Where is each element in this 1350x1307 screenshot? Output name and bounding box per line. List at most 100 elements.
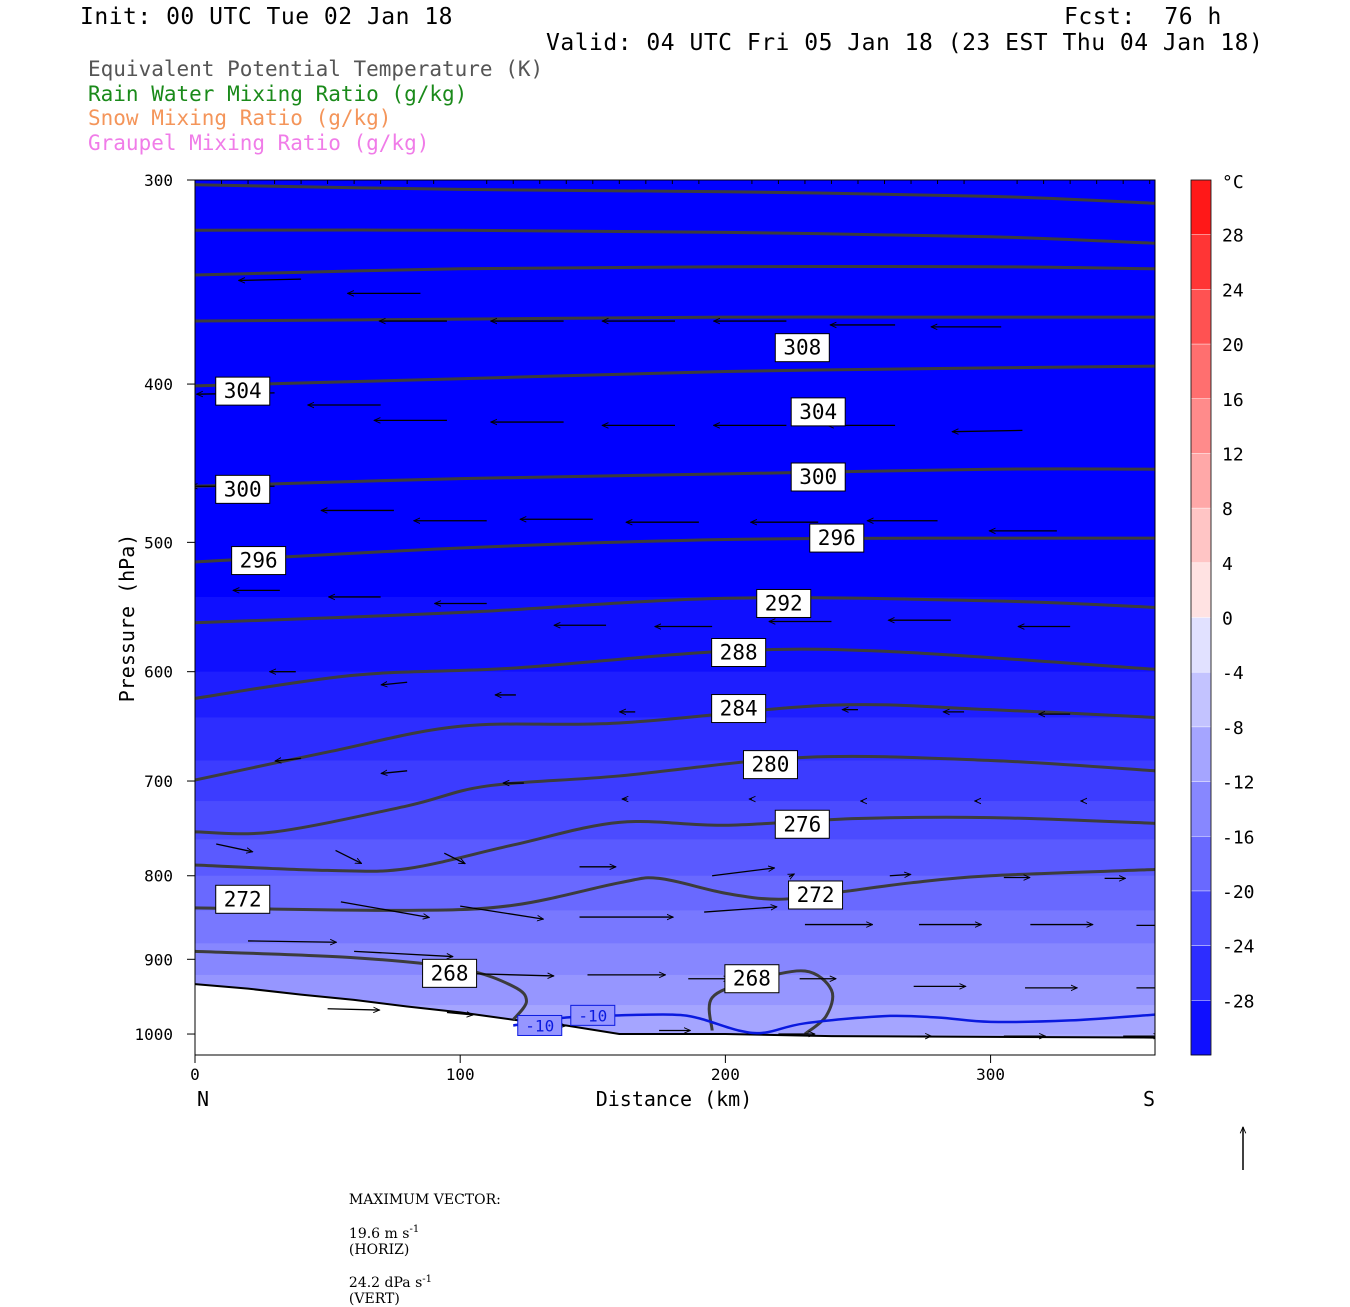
contour-label-box [774,809,830,839]
wind-vector [275,758,302,761]
colorbar-tick-label: 20 [1222,335,1244,356]
temperature-band [195,596,1155,673]
contour-label-296: 296 [818,526,856,550]
wind-vector [335,849,362,865]
contour-label-box [790,462,846,492]
colorbar-segment [1190,726,1212,783]
isotherm-label-box [570,1004,616,1026]
contour-label-304: 304 [799,400,837,424]
x-tick-label: 0 [190,1065,200,1084]
colorbar-tick-label: -8 [1222,718,1244,739]
wind-vector [216,843,252,852]
contour-label-box [790,397,846,427]
wind-vector [354,950,453,956]
contour-label-268: 268 [431,961,469,985]
wind-vector [704,907,777,913]
max-vert-tag: (VERT) [348,1291,400,1307]
contour-label-292: 292 [765,591,803,615]
y-tick-label: 300 [144,171,173,190]
colorbar-tick-label: -16 [1222,827,1255,848]
wind-vector [889,874,911,875]
y-tick-label: 1000 [134,1025,173,1044]
wind-vector [460,905,543,919]
contour-label-280: 280 [752,753,790,777]
wind-vector [381,682,408,685]
colorbar-segment [1190,507,1212,564]
contour-label-box [215,884,271,914]
y-tick-label: 800 [144,867,173,886]
contour-label-box [809,523,865,553]
temperature-band [195,801,1155,841]
x-axis-label: Distance (km) [596,1087,753,1111]
y-tick-label: 400 [144,375,173,394]
temperature-band [195,542,1155,598]
theta-e-contour-284 [195,703,1155,782]
colorbar-tick-label: 12 [1222,444,1244,465]
wind-vector [381,771,408,774]
x-tick-label: 200 [711,1065,740,1084]
colorbar-segment [1190,453,1212,509]
colorbar-segment [1190,671,1212,728]
y-axis-label: Pressure (hPa) [115,534,139,703]
contour-label-box [774,333,830,363]
contour-label-box [231,546,287,576]
legend-rain-water: Rain Water Mixing Ratio (g/kg) [88,82,468,106]
legend-theta-e: Equivalent Potential Temperature (K) [88,57,544,81]
wind-vector [443,852,465,865]
theta-e-contour-306 [195,315,1155,323]
x-tick-label: 300 [976,1065,1005,1084]
wind-vector [789,873,794,877]
wind-vector [712,868,774,877]
contour-label-box [756,588,812,618]
contour-label-268: 268 [733,967,771,991]
max-vector-footer: MAXIMUM VECTOR: 19.6 m s-1 (HORIZ) 24.2 … [340,1176,501,1307]
theta-e-contour-308 [195,264,1155,277]
valid-time: Valid: 04 UTC Fri 05 Jan 18 (23 EST Thu … [546,30,1264,56]
colorbar-tick-label: -28 [1222,991,1255,1012]
contour-label-272: 272 [797,883,835,907]
isotherm-minus10 [513,1013,1155,1035]
contour-label-288: 288 [720,641,758,665]
contour-label-296: 296 [240,549,278,573]
contour-label-box [711,694,767,724]
temperature-band [195,717,1155,762]
y-tick-label: 900 [144,950,173,969]
max-vector-label: MAXIMUM VECTOR: [348,1192,501,1208]
colorbar-segment [1190,398,1212,455]
y-tick-label: 500 [144,533,173,552]
wind-vector [248,941,336,942]
contour-label-300: 300 [799,465,837,489]
colorbar-segment [1190,781,1212,837]
max-horiz-value: 19.6 m s [348,1225,410,1242]
theta-e-contour-272 [195,868,1155,912]
contour-label-box [215,474,271,504]
colorbar-segment [1190,343,1212,400]
colorbar-tick-label: 4 [1222,554,1233,575]
colorbar-tick-label: 0 [1222,609,1233,630]
colorbar-tick-label: 16 [1222,390,1244,411]
forecast-hour: Fcst: 76 h [1064,4,1222,30]
wind-vector [446,1012,473,1015]
colorbar-tick-label: 24 [1222,280,1244,301]
colorbar-tick-label: 28 [1222,226,1244,247]
contour-label-box [742,750,798,780]
theta-e-contour-280 [195,754,1155,836]
colorbar-segment [1190,617,1212,673]
legend-graupel: Graupel Mixing Ratio (g/kg) [88,131,430,155]
colorbar-tick-label: -24 [1222,937,1255,958]
theta-e-contour-304 [195,364,1155,388]
max-vert-value: 24.2 dPa s [348,1275,423,1292]
colorbar-segment [1190,234,1212,291]
colorbar-segment [1190,179,1212,236]
x-left-end-label: N [197,1087,209,1111]
theta-e-contour-292 [195,596,1155,625]
isotherm-label: -10 [525,1016,554,1035]
theta-e-contour-300 [195,467,1155,488]
contour-label-272: 272 [224,887,262,911]
theta-e-contour-296 [195,536,1155,564]
max-horiz-exponent: -1 [409,1224,420,1235]
legend-snow: Snow Mixing Ratio (g/kg) [88,106,392,130]
contour-label-284: 284 [720,697,758,721]
colorbar-unit: °C [1222,172,1244,193]
